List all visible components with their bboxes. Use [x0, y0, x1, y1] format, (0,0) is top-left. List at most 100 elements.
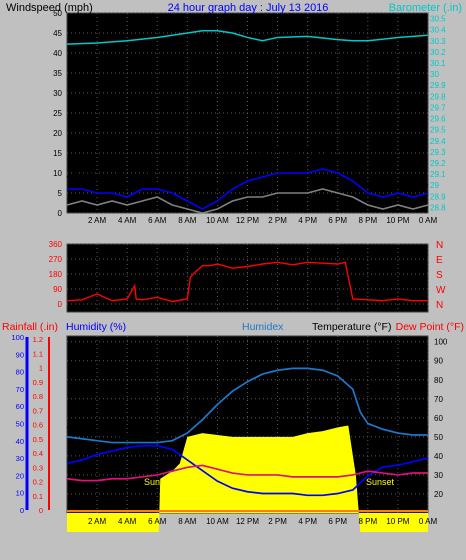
series-line [67, 168, 429, 210]
x-tick-label: 0 AM [419, 517, 438, 526]
x-tick-label: 8 AM [178, 517, 197, 526]
temperature-tick-label: 80 [434, 376, 443, 385]
humidity-tick-label: 50 [16, 420, 24, 429]
rain-tick-label: 1.1 [33, 349, 43, 358]
humidity-tick-label: 100 [11, 333, 24, 342]
series-line [66, 188, 429, 214]
x-tick-label: 10 PM [386, 517, 409, 526]
rain-tick-label: 0 [39, 506, 43, 515]
left-tick-label: 50 [53, 9, 62, 18]
rain-tick-label: 0.6 [33, 421, 43, 430]
humidity-tick-label: 30 [16, 454, 24, 463]
right-tick-label: 28.9 [430, 192, 446, 201]
right-axis-label: Barometer (.in) [389, 2, 462, 14]
temperature-humidity-panel: Rainfall (.in) Humidity (%) Humidex Temp… [0, 321, 466, 555]
x-tick-label: 6 AM [148, 216, 167, 225]
right-tick-label: 30.3 [430, 37, 446, 46]
humidity-tick-label: 70 [16, 385, 24, 394]
x-tick-label: 4 PM [298, 216, 317, 225]
right-tick-label: 30.2 [430, 48, 446, 57]
left-tick-label: 10 [53, 169, 62, 178]
rain-ticks: 0 0.1 0.2 0.3 0.4 0.5 0.6 0.7 0.8 0.9 1 1.1 1.2 [33, 335, 50, 515]
x-tick-label: 8 PM [358, 216, 377, 225]
humidity-tick-label: 80 [16, 368, 24, 377]
rainfall-axis-label: Rainfall (.in) [2, 321, 58, 333]
humidity-ticks: 0 10 20 30 40 50 60 70 80 90 100 [11, 333, 29, 515]
sunset-annotation: Sunset [366, 477, 395, 487]
humidity-tick-label: 40 [16, 437, 24, 446]
humidity-tick-label: 90 [16, 350, 24, 359]
left-axis-label: Windspeed (mph) [6, 2, 93, 14]
rain-tick-label: 0.8 [33, 392, 43, 401]
right-tick-label: N [436, 240, 443, 251]
x-tick-label: 8 AM [178, 216, 197, 225]
temperature-tick-label: 50 [434, 433, 443, 442]
x-tick-label: 6 AM [148, 517, 167, 526]
right-tick-label: 29.2 [430, 159, 446, 168]
right-tick-label: W [436, 285, 446, 296]
humidity-tick-label: 60 [16, 402, 24, 411]
x-tick-label: 2 AM [88, 216, 107, 225]
rain-tick-label: 1.2 [33, 335, 43, 344]
left-tick-label: 45 [53, 29, 62, 38]
series-line [66, 367, 428, 444]
temperature-tick-label: 100 [434, 338, 448, 347]
left-tick-label: 180 [49, 270, 63, 279]
right-tick-label: E [436, 255, 443, 266]
chart-title: 24 hour graph day : July 13 2016 [168, 2, 329, 14]
rain-tick-label: 0.5 [33, 435, 43, 444]
left-tick-label: 360 [49, 240, 63, 249]
x-tick-label: 12 PM [236, 216, 259, 225]
wind-barometer-panel: Windspeed (mph) 24 hour graph day : July… [0, 0, 466, 229]
x-tick-label: 8 PM [358, 517, 377, 526]
left-ticks: 0 5 10 15 20 25 30 35 40 45 50 [53, 9, 62, 218]
x-ticks: 2 AM 4 AM 6 AM 8 AM 10 AM 12 PM 2 PM 4 PM 6 PM 8 … [88, 517, 437, 526]
temperature-tick-label: 30 [434, 471, 443, 480]
left-tick-label: 30 [53, 89, 62, 98]
right-tick-label: 30.4 [430, 26, 446, 35]
right-ticks: 28.8 28.9 29 29.1 29.2 29.3 29.4 29.5 29.6 29.7 29… [430, 15, 446, 213]
humidex-label: Humidex [242, 321, 284, 333]
series-lines [66, 361, 429, 512]
temperature-tick-label: 70 [434, 395, 443, 404]
x-tick-label: 4 AM [118, 517, 137, 526]
temperature-tick-label: 60 [434, 414, 443, 423]
x-tick-label: 0 AM [419, 216, 438, 225]
sunrise-annotation: Sunrise [144, 477, 175, 487]
x-tick-label: 10 AM [206, 216, 229, 225]
left-tick-label: 40 [53, 49, 62, 58]
humidity-axis-label: Humidity (%) [66, 321, 126, 333]
right-tick-label: N [436, 300, 443, 311]
x-tick-label: 10 AM [206, 517, 229, 526]
right-tick-label: 29.7 [430, 103, 446, 112]
left-tick-label: 90 [53, 285, 62, 294]
humidity-tick-label: 0 [20, 506, 24, 515]
humidity-tick-label: 10 [16, 489, 24, 498]
left-tick-label: 15 [53, 149, 62, 158]
humidity-tick-label: 20 [16, 471, 24, 480]
temperature-tick-label: 20 [434, 490, 443, 499]
x-tick-label: 10 PM [386, 216, 409, 225]
temperature-ticks: 20 30 40 50 60 70 80 90 100 [434, 338, 448, 499]
left-tick-label: 35 [53, 69, 62, 78]
series-line [66, 143, 429, 202]
right-tick-label: S [436, 270, 443, 281]
rain-tick-label: 1 [39, 364, 43, 373]
left-tick-label: 25 [53, 109, 62, 118]
right-tick-label: 29 [430, 181, 439, 190]
x-tick-label: 6 PM [328, 216, 347, 225]
right-tick-label: 28.8 [430, 203, 446, 212]
left-ticks: 0 90 180 270 360 [49, 240, 63, 309]
left-tick-label: 0 [58, 300, 63, 309]
series-line [66, 30, 429, 45]
right-tick-label: 29.9 [430, 81, 446, 90]
right-tick-label: 29.4 [430, 137, 446, 146]
x-tick-label: 4 PM [298, 517, 317, 526]
rain-tick-label: 0.9 [33, 378, 43, 387]
right-tick-label: 30.5 [430, 15, 446, 24]
x-ticks: 2 AM 4 AM 6 AM 8 AM 10 AM 12 PM 2 PM 4 PM 6 PM 8 … [88, 216, 437, 225]
